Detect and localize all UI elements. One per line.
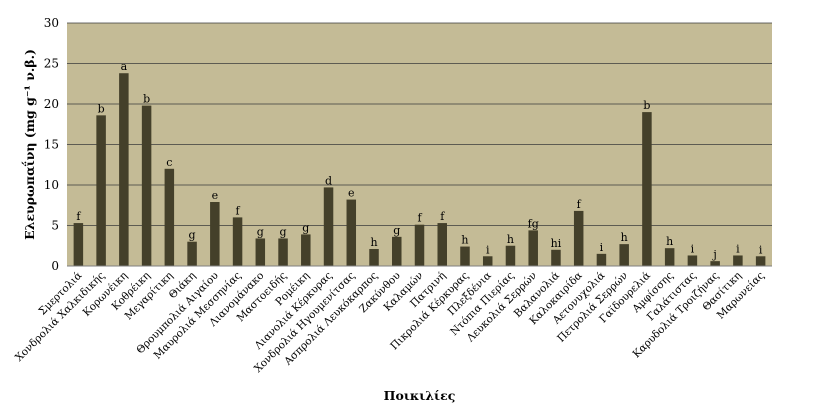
bar <box>664 248 675 266</box>
significance-letter: g <box>302 221 309 234</box>
significance-letter: g <box>393 224 400 237</box>
significance-letter: h <box>507 233 514 246</box>
significance-letter: e <box>212 189 219 202</box>
significance-letter: j <box>711 248 716 261</box>
significance-letter: b <box>143 93 150 106</box>
bar <box>232 217 243 266</box>
x-tick-label: Χονδρολιά Χαλκιδικής <box>12 269 107 364</box>
y-tick-label: 0 <box>51 259 59 273</box>
significance-letter: hi <box>551 237 562 250</box>
bar <box>278 238 288 266</box>
significance-letter: fg <box>528 217 539 230</box>
significance-letter: g <box>189 229 196 242</box>
bar <box>96 115 106 266</box>
y-axis-ticks: 0 5 10 15 20 25 30 <box>44 16 59 273</box>
significance-letter: c <box>166 156 172 169</box>
significance-letter: d <box>325 174 332 187</box>
significance-letter: i <box>691 242 695 255</box>
bars <box>73 73 766 267</box>
significance-letter: f <box>440 210 445 223</box>
bar <box>710 261 720 266</box>
y-tick-label: 15 <box>44 138 59 152</box>
bar <box>73 223 84 266</box>
significance-letter: h <box>370 236 377 249</box>
significance-letter: e <box>348 187 355 200</box>
bar <box>255 238 266 266</box>
bar <box>141 105 152 267</box>
bar <box>573 210 584 266</box>
bar <box>369 248 379 266</box>
bar <box>323 187 334 266</box>
y-tick-label: 25 <box>44 57 59 71</box>
y-tick-label: 10 <box>44 178 59 192</box>
significance-letter: f <box>577 198 582 211</box>
y-tick-label: 5 <box>51 219 59 233</box>
y-tick-label: 30 <box>44 16 59 30</box>
significance-letter: g <box>280 225 287 238</box>
significance-letter: i <box>600 241 604 254</box>
gridlines <box>67 22 772 226</box>
bar <box>119 73 129 266</box>
significance-letter: f <box>236 204 241 217</box>
bar <box>392 236 402 266</box>
significance-letter: h <box>666 235 673 248</box>
y-axis-title: Ελευρωπαΐνη (mg g⁻¹ ν.β.) <box>20 49 37 240</box>
bar <box>460 246 470 266</box>
bar <box>346 199 357 266</box>
bar <box>210 202 220 266</box>
bar <box>619 244 629 266</box>
bar <box>551 249 561 266</box>
significance-letter: a <box>121 60 128 73</box>
significance-letter: g <box>257 225 264 238</box>
significance-letter: f <box>417 212 422 225</box>
bar <box>528 230 538 266</box>
bar <box>301 234 311 266</box>
bar <box>187 241 197 266</box>
significance-letter: b <box>643 99 650 112</box>
bar <box>414 224 425 266</box>
bar <box>755 256 766 266</box>
significance-letter: b <box>98 102 105 115</box>
bar <box>482 256 493 266</box>
bar <box>505 245 516 266</box>
bar <box>596 253 607 266</box>
significance-letter: h <box>621 231 628 244</box>
bar <box>642 112 652 266</box>
bar <box>687 255 698 266</box>
significance-letter: i <box>486 243 490 256</box>
bar <box>733 255 743 266</box>
bar <box>164 168 175 266</box>
significance-letter: i <box>759 243 763 256</box>
x-axis-title: Ποικιλίες <box>384 388 456 403</box>
bar <box>437 223 447 266</box>
y-tick-label: 20 <box>44 97 59 111</box>
significance-letter: h <box>461 234 468 247</box>
significance-letter: i <box>736 242 740 255</box>
significance-letter: f <box>76 210 81 223</box>
